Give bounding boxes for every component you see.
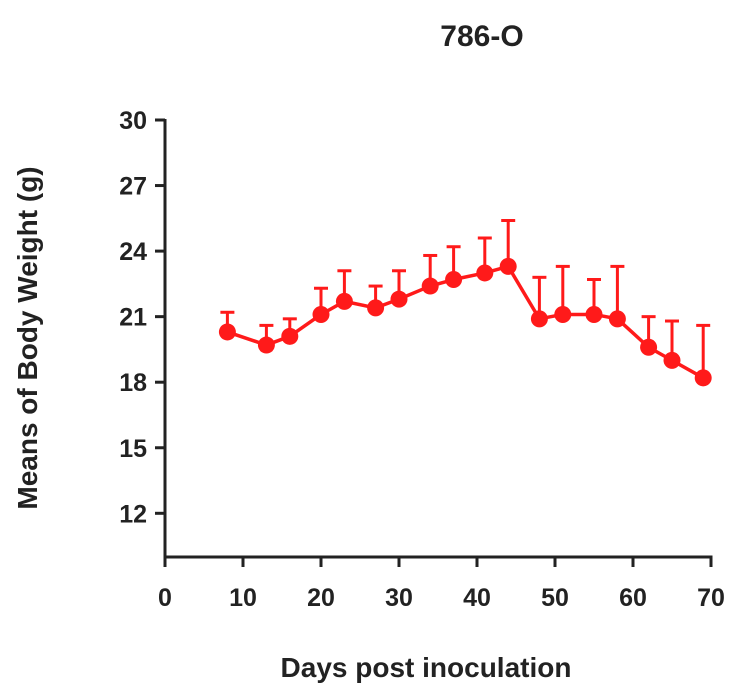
series-line [226, 264, 705, 380]
x-tick-label: 10 [229, 584, 257, 612]
x-tick-label: 20 [307, 584, 335, 612]
y-axis-ticks: 12 15 18 21 24 27 30 [119, 107, 165, 528]
data-point [390, 290, 408, 308]
data-point [367, 299, 385, 317]
x-tick-label: 30 [385, 584, 413, 612]
error-bars [220, 219, 711, 378]
data-point [312, 305, 330, 323]
axes [163, 119, 713, 559]
x-tick-label: 50 [541, 584, 569, 612]
data-point [445, 271, 463, 289]
y-tick-label: 18 [119, 369, 147, 397]
data-point [608, 310, 626, 328]
y-tick-label: 21 [119, 304, 147, 332]
data-point [335, 292, 353, 310]
data-point [499, 257, 517, 275]
y-axis-title: Means of Body Weight (g) [12, 166, 43, 509]
x-tick-label: 70 [697, 584, 725, 612]
data-point [640, 338, 658, 356]
x-axis-title: Days post inoculation [281, 652, 572, 683]
data-point [421, 277, 439, 295]
y-tick-label: 12 [119, 500, 147, 528]
y-tick-label: 24 [119, 238, 147, 266]
x-tick-label: 60 [619, 584, 647, 612]
data-point [530, 310, 548, 328]
x-axis-ticks: 0 10 20 30 40 50 60 70 [158, 557, 725, 612]
data-points [218, 257, 712, 387]
series-lines [226, 264, 705, 380]
data-point [585, 305, 603, 323]
y-tick-label: 15 [119, 435, 147, 463]
x-tick-label: 0 [158, 584, 172, 612]
data-point [257, 336, 275, 354]
data-point [281, 327, 299, 345]
data-point [218, 323, 236, 341]
y-tick-label: 27 [119, 173, 147, 201]
x-tick-label: 40 [463, 584, 491, 612]
data-point [694, 369, 712, 387]
data-point [476, 264, 494, 282]
y-tick-label: 30 [119, 107, 147, 135]
data-point [663, 351, 681, 369]
chart-title: 786-O [440, 20, 523, 53]
data-point [554, 305, 572, 323]
